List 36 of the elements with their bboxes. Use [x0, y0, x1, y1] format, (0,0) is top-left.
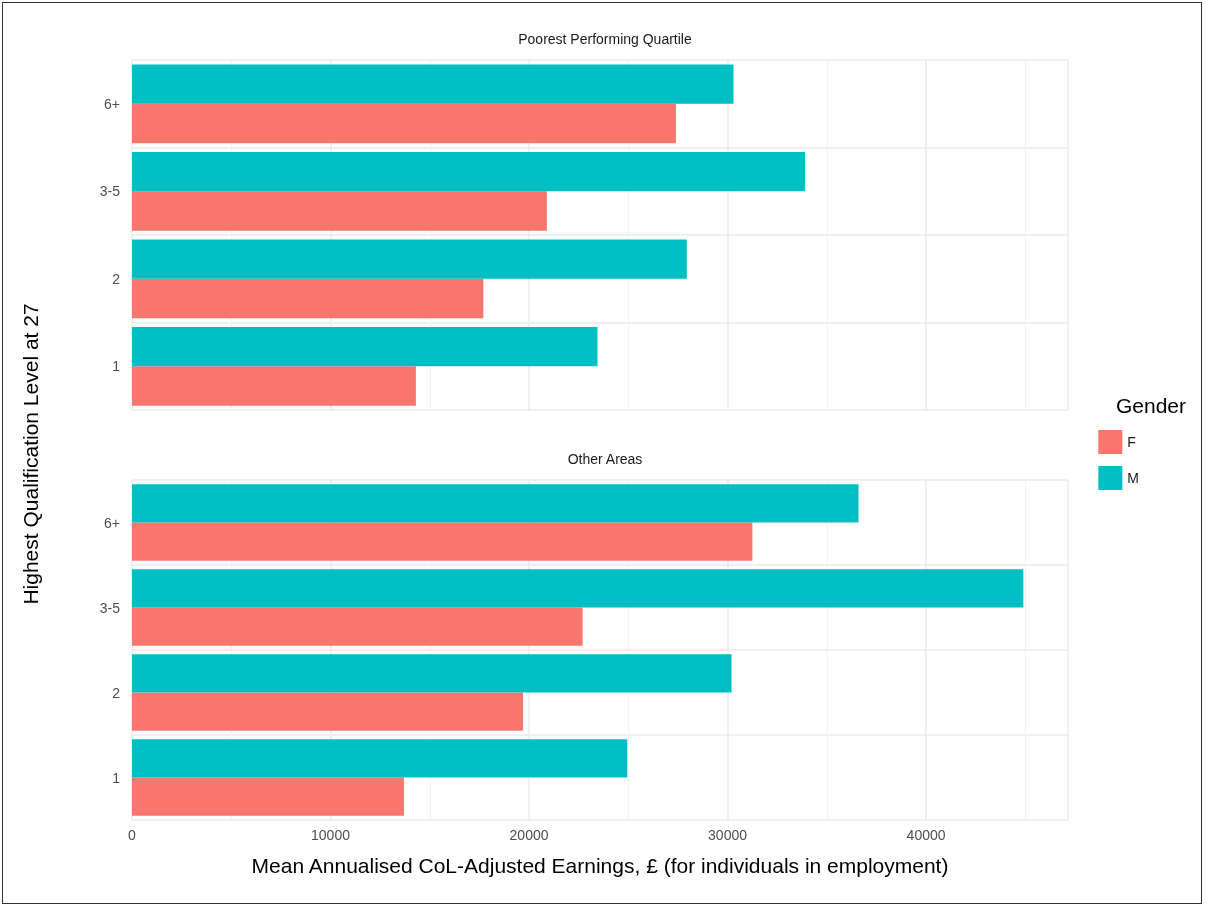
y-tick-label: 1	[112, 769, 121, 786]
y-tick-label: 6+	[104, 514, 120, 531]
y-tick-label: 2	[112, 270, 121, 287]
bar	[132, 607, 583, 646]
bar	[132, 64, 734, 104]
y-tick-label: 1	[112, 358, 121, 375]
bar	[132, 366, 416, 406]
bar	[132, 569, 1024, 608]
y-axis-title: Highest Qualification Level at 27	[19, 303, 42, 605]
x-tick-label: 40000	[906, 827, 946, 843]
legend-label: M	[1127, 470, 1140, 486]
bar	[132, 692, 524, 731]
y-tick-label: 6+	[104, 95, 120, 112]
bar	[132, 654, 732, 693]
y-tick-label: 2	[112, 684, 121, 701]
bar	[132, 739, 628, 778]
chart-title: Poorest Performing Quartile	[518, 31, 692, 47]
bar	[132, 777, 404, 816]
x-tick-label: 0	[128, 827, 137, 843]
y-tick-label: 3-5	[99, 183, 121, 200]
y-tick-label: 3-5	[99, 599, 121, 616]
bar	[132, 151, 805, 192]
bar	[132, 103, 676, 144]
bar	[132, 278, 484, 319]
bar	[132, 484, 859, 523]
x-tick-label: 30000	[708, 827, 748, 843]
chart-title: Other Areas	[567, 451, 643, 467]
bar	[132, 239, 687, 279]
legend-label: F	[1127, 434, 1136, 450]
bar	[132, 326, 598, 367]
x-axis-title: Mean Annualised CoL-Adjusted Earnings, £ (for individuals in employment)	[251, 854, 949, 877]
legend-title: Gender	[1115, 394, 1187, 417]
x-tick-label: 10000	[311, 827, 351, 843]
bar	[132, 522, 753, 561]
bar	[132, 191, 547, 231]
x-tick-label: 20000	[509, 827, 549, 843]
